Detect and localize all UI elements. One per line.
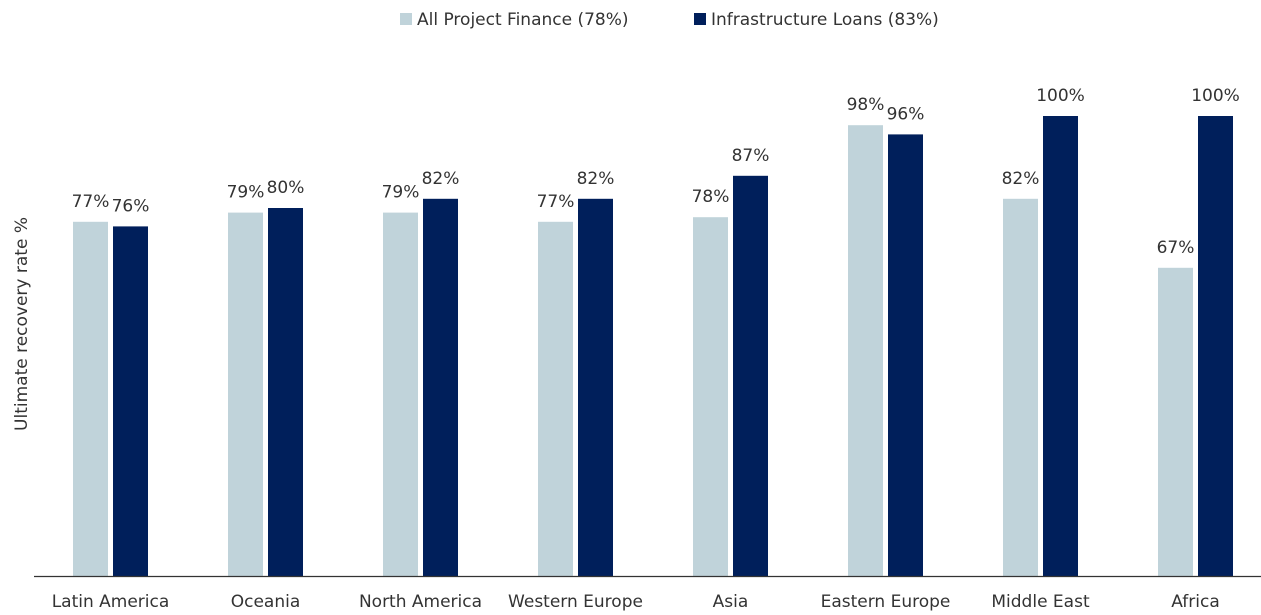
x-tick-label: Latin America: [52, 592, 170, 612]
value-label: 82%: [577, 169, 615, 189]
value-label: 79%: [382, 183, 420, 203]
bar: [268, 208, 303, 576]
value-label: 80%: [267, 178, 305, 198]
value-label: 67%: [1157, 238, 1195, 258]
x-tick-label: Western Europe: [508, 592, 643, 612]
bar: [693, 217, 728, 576]
bar: [1003, 198, 1038, 577]
bar: [1043, 116, 1078, 576]
value-label: 100%: [1191, 86, 1240, 106]
legend-swatch: [400, 13, 412, 25]
value-label: 78%: [692, 187, 730, 207]
bar: [423, 198, 458, 577]
legend-swatch: [694, 13, 706, 25]
legend-label: Infrastructure Loans (83%): [711, 10, 939, 30]
x-tick-label: North America: [359, 592, 482, 612]
value-label: 96%: [887, 104, 925, 124]
bar: [113, 226, 148, 576]
bar: [1198, 116, 1233, 576]
bar: [538, 221, 573, 577]
x-tick-label: Asia: [713, 592, 749, 612]
value-label: 79%: [227, 183, 265, 203]
x-tick-label: Eastern Europe: [821, 592, 951, 612]
bar: [733, 175, 768, 577]
bar: [888, 134, 923, 576]
value-label: 77%: [537, 192, 575, 212]
value-label: 98%: [847, 95, 885, 115]
bar: [383, 212, 418, 576]
y-axis-label: Ultimate recovery rate %: [12, 217, 32, 431]
bar: [578, 198, 613, 577]
value-label: 87%: [732, 146, 770, 166]
value-label: 77%: [72, 192, 110, 212]
value-label: 76%: [112, 196, 150, 216]
bar: [73, 221, 108, 577]
bar: [1158, 267, 1193, 576]
value-label: 100%: [1036, 86, 1085, 106]
value-label: 82%: [422, 169, 460, 189]
x-tick-label: Middle East: [991, 592, 1090, 612]
value-label: 82%: [1002, 169, 1040, 189]
bar: [228, 212, 263, 576]
x-tick-label: Oceania: [231, 592, 301, 612]
bar: [848, 125, 883, 576]
legend-label: All Project Finance (78%): [417, 10, 629, 30]
x-tick-label: Africa: [1171, 592, 1220, 612]
